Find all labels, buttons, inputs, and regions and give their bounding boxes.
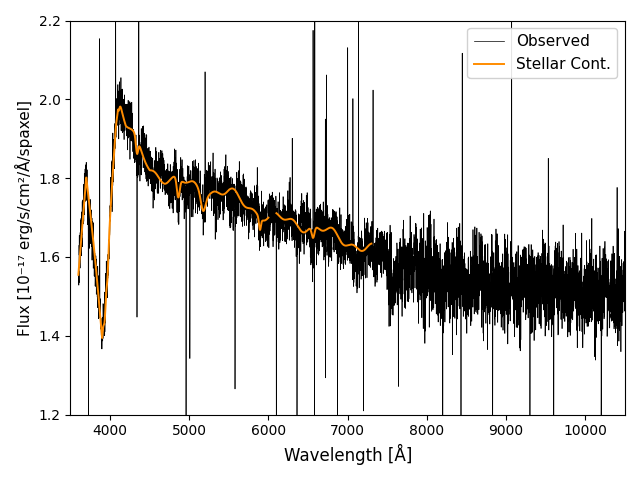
Stellar Cont. (116, 104, 124, 109)
Y-axis label: Flux [10⁻¹⁷ erg/s/cm²/Å/spaxel]: Flux [10⁻¹⁷ erg/s/cm²/Å/spaxel] (15, 99, 33, 336)
Stellar Cont. (74, 272, 82, 278)
Observed (83, 183, 91, 189)
Stellar Cont. (162, 180, 170, 186)
Observed (424, 241, 431, 247)
Observed (184, 191, 192, 196)
Stellar Cont. (259, 218, 267, 224)
Observed (226, 209, 234, 215)
X-axis label: Wavelength [Å]: Wavelength [Å] (284, 444, 412, 465)
Observed (480, 273, 488, 278)
Line: Stellar Cont.: Stellar Cont. (78, 107, 268, 338)
Observed (350, 284, 358, 289)
Stellar Cont. (99, 335, 106, 341)
Stellar Cont. (264, 215, 272, 220)
Legend: Observed, Stellar Cont.: Observed, Stellar Cont. (467, 28, 618, 78)
Stellar Cont. (84, 191, 92, 196)
Line: Observed: Observed (78, 0, 625, 480)
Stellar Cont. (259, 218, 267, 224)
Stellar Cont. (225, 188, 232, 193)
Observed (621, 272, 628, 277)
Stellar Cont. (167, 176, 175, 182)
Observed (74, 270, 82, 276)
